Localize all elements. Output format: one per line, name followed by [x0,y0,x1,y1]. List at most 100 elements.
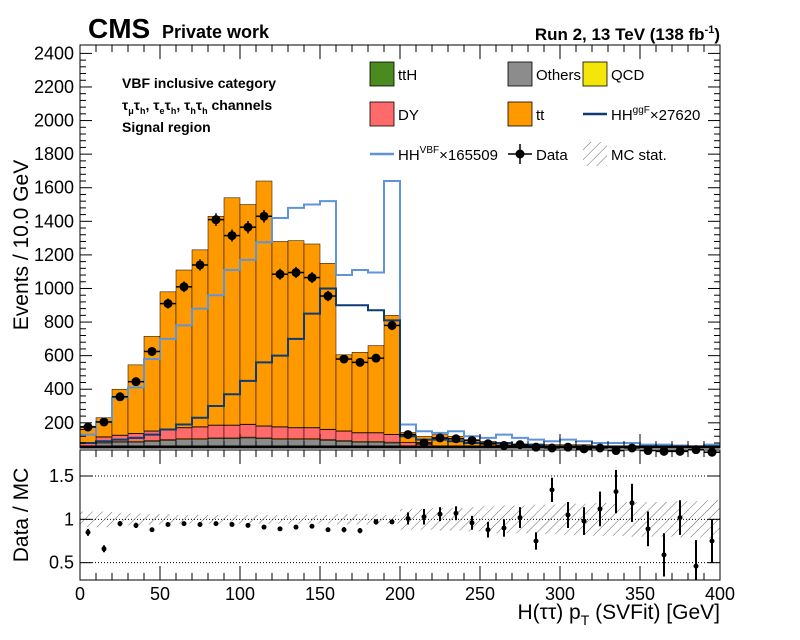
ratio-point-3 [133,522,139,528]
data-point-28 [528,442,544,452]
data-marker-39 [707,447,717,457]
data-marker-21 [419,438,429,448]
ratio-point-24 [469,515,475,530]
x-tick-label-6: 300 [545,584,575,604]
ratio-point-7 [197,522,203,528]
run-info-sup: -1 [705,24,715,36]
legend-label-qcd: QCD [611,67,645,84]
data-point-1 [96,417,112,427]
data-point-11 [256,209,272,223]
ratio-marker-38 [693,563,699,569]
legend-label-main-tt: tt [536,107,545,124]
data-point-23 [448,434,464,444]
data-point-37 [672,446,688,456]
main-plot [80,180,720,457]
ratio-point-32 [597,491,603,527]
legend-swatch-qcd [582,61,608,87]
ratio-marker-23 [453,510,459,516]
ratio-marker-6 [181,521,187,527]
ch-14: h [202,106,208,116]
data-point-22 [432,433,448,443]
y-axis-title: Events / 10.0 GeV [10,160,33,330]
ratio-marker-26 [501,525,507,531]
ratio-marker-4 [149,527,155,533]
data-marker-31 [579,444,589,454]
ratio-marker-18 [373,519,379,525]
data-point-4 [144,346,160,356]
ch-7: e [160,106,165,116]
mc-stat-bin-9 [224,515,240,524]
run-info-close: ) [714,25,720,44]
channels-label: τμτh, τeτh, τhτh channels [122,97,272,116]
ratio-marker-27 [517,515,523,521]
data-marker-37 [675,446,685,456]
legend-label-main-qcd: QCD [611,67,645,84]
ratio-point-29 [549,477,555,502]
mc-stat-bin-13 [288,515,304,524]
mc-stat-bin-10 [240,515,256,524]
y-tick-label-5: 1200 [34,245,74,265]
data-point-19 [384,320,400,331]
mc-stat-bin-16 [336,514,352,525]
data-marker-30 [563,442,573,452]
x-tick-label-2: 100 [225,584,255,604]
data-marker-13 [291,268,301,278]
stack-bar-tt-5 [159,291,177,430]
stack-bar-dy-8 [207,425,225,439]
ratio-point-4 [149,527,155,533]
ch-5: , [146,97,154,113]
stack-bar-dy-11 [255,425,273,439]
ratio-point-5 [165,522,171,528]
ratio-marker-3 [133,522,139,528]
x-tick-label-8: 400 [705,584,735,604]
ratio-point-18 [373,519,379,525]
data-point-3 [128,377,144,387]
ratio-point-23 [453,506,459,521]
legend-label-mcstat: MC stat. [611,147,667,164]
ratio-marker-15 [325,527,331,533]
data-marker-4 [147,346,157,356]
data-point-36 [656,446,672,456]
ch-11: τ [184,97,191,113]
ratio-point-2 [117,521,123,527]
ratio-point-14 [309,523,315,529]
run-info-text: Run 2, 13 TeV (138 fb [535,25,705,44]
ratio-marker-16 [341,527,347,533]
x-tick-label-3: 150 [305,584,335,604]
ratio-point-39 [709,519,715,563]
ratio-marker-25 [485,527,491,533]
ratio-point-16 [341,527,347,533]
stack-bar-dy-9 [223,425,241,439]
y-tick-label-8: 1800 [34,144,74,164]
y-tick-label-0: 200 [44,413,74,433]
data-marker-7 [195,260,205,270]
x-axis-title-tail: (SVFit) [GeV] [589,601,720,624]
data-point-10 [240,220,256,234]
data-point-17 [352,357,368,367]
legend-label-tt: tt [536,107,545,124]
mc-stat-bin-29 [544,504,560,535]
data-point-24 [464,435,480,445]
stack-bar-dy-16 [335,430,353,441]
ratio-marker-12 [277,526,283,532]
data-marker-11 [259,211,269,221]
x-axis-title: H(ττ) pT (SVFit) [GeV] [517,601,720,628]
axes: 2004006008001000120014001600180020002200… [34,43,735,604]
ratio-point-11 [261,524,267,530]
data-marker-18 [371,353,381,363]
legend-label-sup-hh_vbf: VBF [420,145,439,156]
ch-4: h [140,106,146,116]
legend-label-others: Others [536,67,581,84]
mc-stat-bin-38 [688,501,704,538]
legend-label-sup-hh_ggf: ggF [633,105,650,116]
data-point-15 [320,290,336,302]
stack-bar-tt-14 [303,243,321,428]
ratio-axis-title: Data / MC [10,468,33,563]
ratio-point-9 [229,522,235,528]
y-tick-label-4: 1000 [34,278,74,298]
stack-bar-tt-3 [127,364,145,434]
legend-swatch-ttH [369,61,395,87]
ratio-marker-33 [613,489,619,495]
ratio-point-33 [613,469,619,514]
